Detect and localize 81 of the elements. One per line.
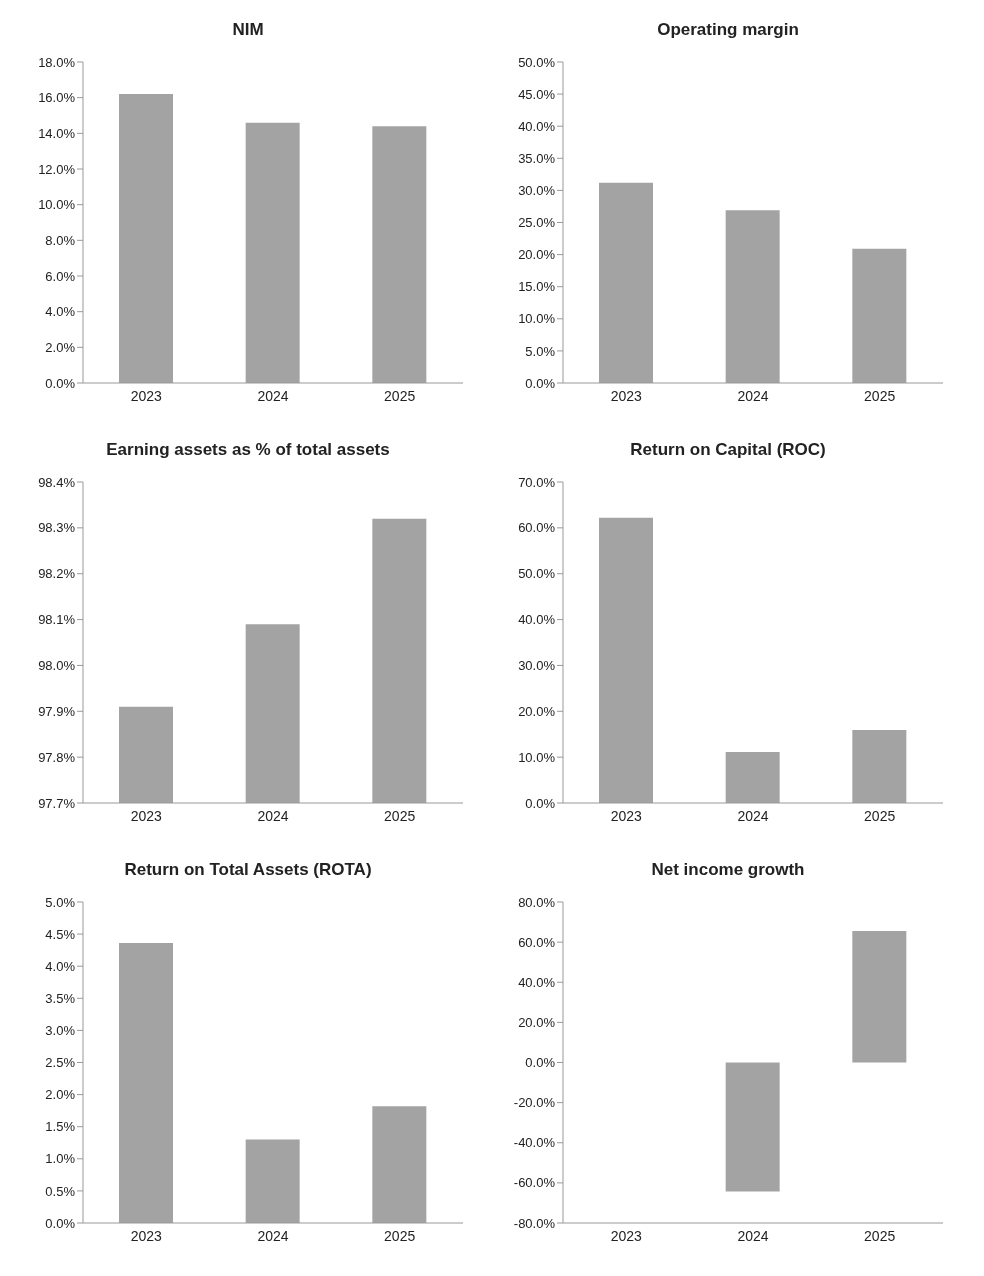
y-tick-label: 98.3% bbox=[38, 520, 76, 536]
chart-title: Earning assets as % of total assets bbox=[106, 439, 390, 461]
x-tick-label: 2023 bbox=[610, 807, 643, 824]
y-tick-label: -80.0% bbox=[513, 1215, 556, 1231]
x-tick-label: 2023 bbox=[130, 807, 163, 824]
y-tick-label: 10.0% bbox=[518, 749, 556, 765]
y-tick-label: 0.0% bbox=[45, 375, 76, 391]
y-tick-label: 2.0% bbox=[45, 339, 76, 355]
y-tick-label: 60.0% bbox=[518, 934, 556, 950]
x-tick-label: 2025 bbox=[864, 387, 896, 404]
y-tick-label: 60.0% bbox=[518, 520, 556, 536]
x-tick-label: 2024 bbox=[257, 1227, 289, 1244]
x-tick-label: 2023 bbox=[610, 387, 643, 404]
y-tick-label: 0.0% bbox=[45, 1215, 76, 1231]
y-tick-label: 10.0% bbox=[38, 197, 76, 213]
y-tick-label: 8.0% bbox=[45, 232, 76, 248]
y-tick-label: 4.5% bbox=[45, 926, 76, 942]
y-tick-label: 6.0% bbox=[45, 268, 76, 284]
y-tick-label: 50.0% bbox=[518, 54, 556, 70]
y-tick-label: 14.0% bbox=[38, 125, 76, 141]
x-tick-label: 2025 bbox=[384, 1227, 416, 1244]
chart-title: Net income growth bbox=[651, 859, 805, 881]
x-tick-label: 2024 bbox=[737, 807, 769, 824]
y-tick-label: 97.9% bbox=[38, 703, 76, 719]
y-tick-label: 10.0% bbox=[518, 311, 556, 327]
y-tick-label: 35.0% bbox=[518, 150, 556, 166]
x-tick-label: 2023 bbox=[610, 1227, 643, 1244]
x-tick-label: 2024 bbox=[257, 807, 289, 824]
y-tick-label: 0.0% bbox=[525, 795, 556, 811]
x-tick-label: 2025 bbox=[864, 1227, 896, 1244]
y-tick-label: 98.1% bbox=[38, 612, 76, 628]
y-tick-label: 97.7% bbox=[38, 795, 76, 811]
y-tick-label: -60.0% bbox=[513, 1175, 556, 1191]
y-tick-label: 80.0% bbox=[518, 894, 556, 910]
chart-title: Operating margin bbox=[657, 19, 799, 41]
chart-title: Return on Capital (ROC) bbox=[630, 439, 826, 461]
x-tick-label: 2025 bbox=[384, 807, 416, 824]
y-tick-label: 2.0% bbox=[45, 1087, 76, 1103]
y-tick-label: 97.8% bbox=[38, 749, 76, 765]
y-tick-label: 0.0% bbox=[525, 1055, 556, 1071]
y-tick-label: 12.0% bbox=[38, 161, 76, 177]
y-tick-label: 3.0% bbox=[45, 1023, 76, 1039]
y-tick-label: 5.0% bbox=[45, 894, 76, 910]
y-tick-label: 45.0% bbox=[518, 86, 556, 102]
y-tick-label: 40.0% bbox=[518, 974, 556, 990]
y-tick-label: 40.0% bbox=[518, 612, 556, 628]
y-tick-label: -20.0% bbox=[513, 1095, 556, 1111]
y-tick-label: 98.4% bbox=[38, 474, 76, 490]
y-tick-label: 50.0% bbox=[518, 566, 556, 582]
y-tick-label: 30.0% bbox=[518, 658, 556, 674]
y-tick-label: 98.2% bbox=[38, 566, 76, 582]
y-tick-label: 4.0% bbox=[45, 958, 76, 974]
y-tick-label: 20.0% bbox=[518, 1014, 556, 1030]
y-tick-label: -40.0% bbox=[513, 1135, 556, 1151]
y-tick-label: 40.0% bbox=[518, 118, 556, 134]
y-tick-label: 15.0% bbox=[518, 279, 556, 295]
x-tick-label: 2023 bbox=[130, 387, 163, 404]
x-tick-label: 2024 bbox=[257, 387, 289, 404]
y-tick-label: 1.5% bbox=[45, 1119, 76, 1135]
y-tick-label: 0.5% bbox=[45, 1183, 76, 1199]
chart-title: NIM bbox=[232, 19, 264, 41]
y-tick-label: 18.0% bbox=[38, 54, 76, 70]
chart-title: Return on Total Assets (ROTA) bbox=[124, 859, 372, 881]
x-tick-label: 2025 bbox=[384, 387, 416, 404]
y-tick-label: 25.0% bbox=[518, 215, 556, 231]
x-tick-label: 2025 bbox=[864, 807, 896, 824]
y-tick-label: 16.0% bbox=[38, 90, 76, 106]
x-tick-label: 2024 bbox=[737, 1227, 769, 1244]
y-tick-label: 2.5% bbox=[45, 1055, 76, 1071]
y-tick-label: 98.0% bbox=[38, 658, 76, 674]
y-tick-label: 4.0% bbox=[45, 304, 76, 320]
x-tick-label: 2023 bbox=[130, 1227, 163, 1244]
y-tick-label: 70.0% bbox=[518, 474, 556, 490]
x-tick-label: 2024 bbox=[737, 387, 769, 404]
y-tick-label: 20.0% bbox=[518, 247, 556, 263]
y-tick-label: 30.0% bbox=[518, 183, 556, 199]
y-tick-label: 5.0% bbox=[525, 343, 556, 359]
y-tick-label: 20.0% bbox=[518, 703, 556, 719]
y-tick-label: 3.5% bbox=[45, 990, 76, 1006]
y-tick-label: 0.0% bbox=[525, 375, 556, 391]
y-tick-label: 1.0% bbox=[45, 1151, 76, 1167]
